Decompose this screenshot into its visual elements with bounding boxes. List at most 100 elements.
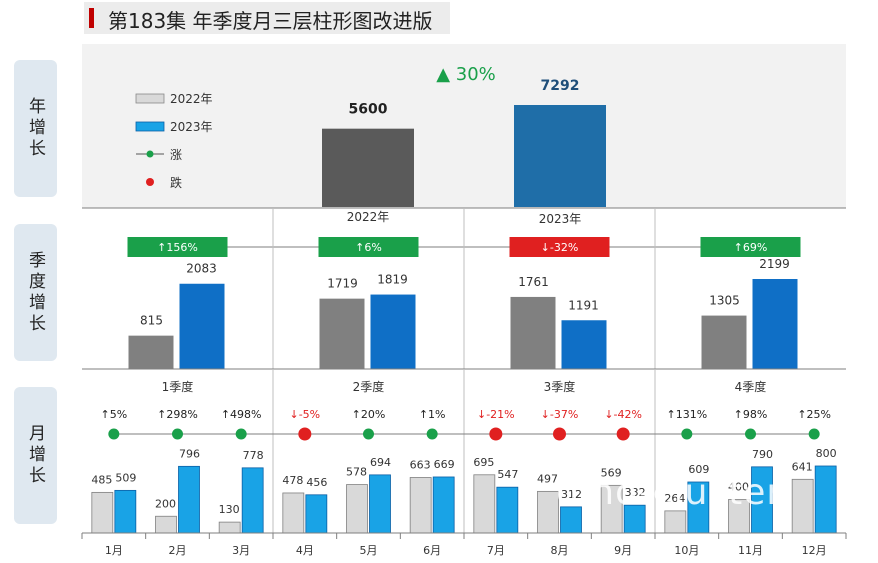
month-change-dot-5 xyxy=(363,428,374,440)
month-value-2023-m10: 609 xyxy=(688,463,709,476)
quarter-bar-2023-q3 xyxy=(561,320,607,369)
quarter-bar-2023-q2 xyxy=(370,294,416,369)
quarter-value-2022-q1: 815 xyxy=(140,314,163,328)
quarter-value-2023-q4: 2199 xyxy=(759,257,790,271)
month-value-2023-m5: 694 xyxy=(370,456,391,469)
legend-label-2022: 2022年 xyxy=(170,92,213,106)
month-change-text-6: ↑1% xyxy=(419,408,446,421)
month-value-2023-m1: 509 xyxy=(115,471,136,484)
month-bar-2022-m3 xyxy=(218,521,241,534)
month-bar-2022-m5 xyxy=(346,484,368,534)
legend-swatch-2022 xyxy=(135,93,165,104)
legend-dot-fall xyxy=(146,178,154,186)
month-value-2023-m7: 547 xyxy=(497,468,518,481)
month-value-2022-m11: 400 xyxy=(728,481,749,494)
month-axis-label-2: 2月 xyxy=(169,544,187,557)
month-axis-label-1: 1月 xyxy=(105,544,123,557)
month-change-dot-2 xyxy=(172,428,183,440)
month-value-2023-m6: 669 xyxy=(434,458,455,471)
month-bar-2023-m6 xyxy=(432,476,455,534)
quarter-change-badge-1 xyxy=(127,237,228,257)
side-label-quarter: 季度增长 xyxy=(14,224,57,361)
side-label-month-text: 月增长 xyxy=(25,424,45,487)
month-bar-2023-m5 xyxy=(369,474,391,534)
year-bar-2023年 xyxy=(514,105,606,207)
month-change-dot-3 xyxy=(235,428,247,440)
title-accent-mark xyxy=(89,8,94,28)
month-group-label-4: 4季度 xyxy=(735,379,767,394)
quarter-value-2023-q2: 1819 xyxy=(377,273,408,287)
quarter-value-2023-q3: 1191 xyxy=(568,298,599,312)
month-group-label-3: 3季度 xyxy=(544,379,576,394)
legend-label-fall: 跌 xyxy=(170,175,182,190)
month-change-text-2: ↑298% xyxy=(157,408,198,421)
month-change-dot-11 xyxy=(745,428,756,440)
month-value-2023-m3: 778 xyxy=(243,449,264,462)
month-change-dot-1 xyxy=(108,428,120,440)
month-value-2022-m10: 264 xyxy=(664,492,685,505)
month-change-text-9: ↓-42% xyxy=(604,408,642,421)
quarter-year-label-2023: 2023年 xyxy=(539,212,582,226)
quarter-bar-2023-q1 xyxy=(179,283,225,369)
month-change-text-7: ↓-21% xyxy=(477,408,515,421)
month-value-2023-m9: 332 xyxy=(625,486,646,499)
month-axis-label-6: 6月 xyxy=(423,544,441,557)
month-value-2022-m9: 569 xyxy=(601,466,622,479)
month-bar-2023-m4 xyxy=(305,494,328,534)
month-value-2023-m11: 790 xyxy=(752,448,773,461)
month-change-dot-10 xyxy=(681,428,693,440)
month-value-2022-m6: 663 xyxy=(410,458,431,471)
month-axis-label-9: 9月 xyxy=(614,544,632,557)
month-change-text-4: ↓-5% xyxy=(290,408,321,421)
quarter-bar-2022-q1 xyxy=(128,335,174,369)
year-panel-bg xyxy=(82,44,846,208)
month-value-2022-m4: 478 xyxy=(282,474,303,487)
quarter-change-badge-2 xyxy=(318,237,419,257)
quarter-bar-2022-q4 xyxy=(701,315,747,369)
month-change-text-1: ↑5% xyxy=(100,408,127,421)
year-value-label-1: 7292 xyxy=(541,78,580,94)
month-value-2023-m8: 312 xyxy=(561,488,582,501)
month-axis-label-4: 4月 xyxy=(296,544,314,557)
year-bar-2022年 xyxy=(322,128,414,207)
month-value-2022-m5: 578 xyxy=(346,466,367,479)
month-axis-label-11: 11月 xyxy=(738,544,763,557)
month-bar-2023-m7 xyxy=(496,486,519,534)
legend-label-2023: 2023年 xyxy=(170,120,213,134)
month-value-2022-m12: 641 xyxy=(792,460,813,473)
month-axis-label-8: 8月 xyxy=(551,544,569,557)
quarter-change-text-2: ↑6% xyxy=(355,241,382,254)
quarter-value-2022-q3: 1761 xyxy=(518,275,549,289)
month-value-2022-m7: 695 xyxy=(473,456,494,469)
side-label-quarter-text: 季度增长 xyxy=(25,250,45,335)
month-change-dot-7 xyxy=(489,427,503,441)
month-change-text-3: ↑498% xyxy=(221,408,262,421)
title-bar xyxy=(84,2,450,34)
month-axis-label-5: 5月 xyxy=(360,544,378,557)
month-bar-2022-m1 xyxy=(91,491,114,534)
month-value-2023-m12: 800 xyxy=(816,447,837,460)
quarter-change-badge-4 xyxy=(700,237,801,257)
month-bar-2022-m6 xyxy=(409,477,432,534)
quarter-value-2023-q1: 2083 xyxy=(186,262,217,276)
month-value-2022-m1: 485 xyxy=(91,473,112,486)
legend-label-rise: 涨 xyxy=(170,147,182,162)
month-bar-2023-m12 xyxy=(814,465,837,534)
month-group-label-1: 1季度 xyxy=(162,379,194,394)
quarter-change-text-4: ↑69% xyxy=(734,241,768,254)
side-label-month: 月增长 xyxy=(14,387,57,524)
year-value-label-0: 5600 xyxy=(349,102,388,118)
month-bar-2023-m2 xyxy=(178,465,200,534)
month-value-2022-m3: 130 xyxy=(219,503,240,516)
quarter-change-badge-3 xyxy=(509,237,610,257)
quarter-change-text-1: ↑156% xyxy=(157,241,198,254)
month-change-dot-8 xyxy=(553,427,566,441)
month-bar-2023-m3 xyxy=(241,467,264,534)
month-bar-2022-m2 xyxy=(155,515,177,534)
legend-swatch-2023 xyxy=(135,121,165,132)
month-change-text-8: ↓-37% xyxy=(541,408,579,421)
month-bar-2022-m4 xyxy=(282,492,305,534)
watermark: omo-cluster xyxy=(556,472,783,513)
month-change-dot-4 xyxy=(298,427,312,441)
month-value-2023-m4: 456 xyxy=(306,476,327,489)
